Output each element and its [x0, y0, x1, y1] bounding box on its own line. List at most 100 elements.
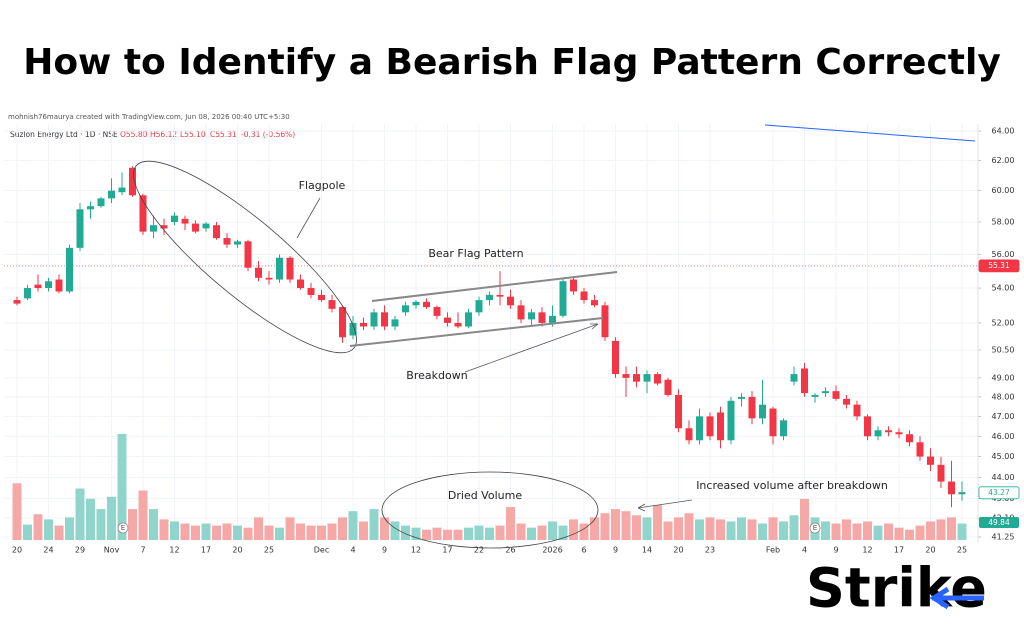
earnings-marker: E E [117, 522, 821, 534]
volume-bar [75, 488, 85, 540]
candle-body [87, 206, 94, 210]
x-tick-label: 17 [201, 546, 211, 555]
volume-bar [873, 525, 883, 540]
candle-body [454, 322, 462, 327]
volume-bar [180, 523, 190, 540]
y-tick-label: 41.25 [992, 533, 1015, 542]
candle-body [276, 257, 283, 280]
x-tick-label: 20 [925, 546, 935, 555]
y-tick-label: 62.00 [992, 156, 1015, 165]
candle-body [717, 412, 724, 441]
volume-label: 49.84 [988, 518, 1010, 527]
x-tick-label: 29 [75, 546, 85, 555]
candle-body [601, 305, 609, 338]
annotation: Dried Volume [448, 489, 522, 502]
volume-bar [65, 517, 74, 540]
candle-body [517, 305, 525, 320]
trend-line [764, 124, 976, 142]
volume-bar [527, 527, 536, 540]
x-tick-label: 25 [264, 546, 274, 555]
candle-body [391, 319, 399, 327]
volume-bar [401, 525, 410, 540]
volume-bar [264, 525, 274, 540]
candle-body [444, 317, 451, 323]
x-tick-label: 9 [613, 546, 618, 555]
volume-bar [915, 525, 925, 540]
volume-bar [705, 517, 715, 540]
x-tick-label: 9 [382, 546, 387, 555]
earnings-label: E [813, 524, 817, 532]
candle-body [769, 408, 777, 437]
price-label: 43.27 [988, 488, 1010, 497]
volume-bar [485, 527, 494, 540]
y-tick-label: 58.00 [992, 217, 1015, 226]
y-tick-label: 54.00 [992, 284, 1015, 293]
volume-bar [569, 519, 578, 540]
candle-body [76, 209, 84, 248]
candle-body [780, 420, 787, 437]
candle-body [318, 294, 325, 301]
candle-body [528, 312, 535, 320]
candle-body [223, 238, 231, 245]
brand-logo: Strike [806, 557, 987, 620]
volume-bar [474, 525, 484, 540]
volume-bar [212, 525, 221, 540]
x-tick-label: 12 [862, 546, 872, 555]
candle-body [507, 296, 514, 306]
candle-body [822, 391, 829, 394]
volume-bar [516, 523, 526, 540]
earnings-label: E [121, 524, 125, 532]
volume-bar [905, 529, 914, 540]
candle-body [664, 379, 672, 395]
candle-body [402, 305, 409, 313]
x-tick-label: 24 [43, 546, 53, 555]
y-tick-label: 49.00 [992, 373, 1015, 382]
candle-body [339, 307, 346, 338]
volume-bar [296, 523, 305, 540]
x-tick-label: 2026 [542, 546, 562, 555]
candle-body [885, 430, 892, 433]
volume-bar [191, 525, 200, 540]
x-tick-label: 6 [581, 546, 586, 555]
ohlc-value: O55.80 [120, 130, 148, 139]
y-tick-label: 47.00 [992, 412, 1015, 421]
candle-body [948, 481, 955, 495]
volume-bar [380, 517, 389, 540]
candle-body [570, 279, 577, 292]
volume-bar [548, 521, 557, 540]
x-tick-label: 23 [705, 546, 715, 555]
candle-body [580, 291, 588, 301]
y-tick-label: 52.00 [992, 318, 1015, 327]
candle-body [412, 301, 420, 306]
candle-body [559, 281, 567, 316]
volume-bar [348, 511, 358, 540]
arrow [464, 323, 599, 373]
candle-body [150, 225, 157, 232]
volume-ellipse [381, 471, 599, 549]
volume-bar [33, 514, 43, 540]
candle-body [255, 267, 262, 278]
volume-bar [254, 517, 263, 540]
candle-body [853, 404, 861, 417]
price-label: 55.31 [988, 261, 1010, 270]
candle-body [738, 396, 745, 399]
volume-bar [233, 525, 242, 540]
x-tick-label: 12 [411, 546, 421, 555]
volume-bar [506, 507, 515, 540]
candle-body [66, 247, 73, 292]
volume-bar [621, 511, 631, 540]
candle-body [906, 434, 913, 443]
x-tick-label: 17 [442, 546, 452, 555]
x-tick-label: 17 [894, 546, 904, 555]
candle-body [591, 300, 598, 306]
candle-body [864, 416, 871, 437]
volume-bar [947, 517, 956, 540]
candle-body [24, 288, 31, 299]
volume-bar [758, 523, 767, 540]
y-tick-label: 44.00 [992, 473, 1015, 482]
candle-body [958, 492, 966, 495]
candle-body [118, 187, 126, 193]
arrow [296, 197, 321, 239]
candle-body [811, 394, 819, 397]
y-tick-label: 64.00 [992, 127, 1015, 136]
